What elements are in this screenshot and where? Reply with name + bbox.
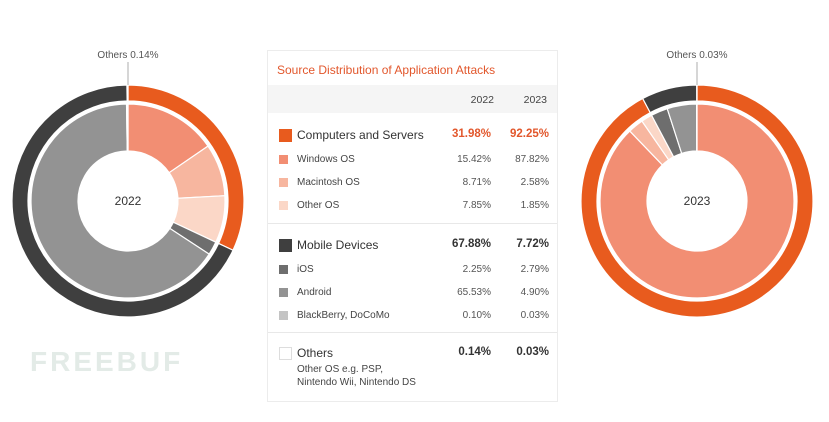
value-2023: 0.03% [520, 310, 549, 321]
table-row: BlackBerry, DoCoMo 0.10% 0.03% [268, 307, 557, 325]
column-header-2022: 2022 [470, 94, 494, 106]
watermark-text: FREEBUF [30, 346, 184, 377]
table-row: Macintosh OS 8.71% 2.58% [268, 174, 557, 192]
donut-hole [79, 152, 177, 250]
row-label: iOS [297, 264, 314, 275]
table-row: Android 65.53% 4.90% [268, 284, 557, 302]
value-2023: 2.79% [520, 264, 549, 275]
value-2022: 31.98% [451, 128, 491, 140]
value-2022: 67.88% [451, 238, 491, 250]
group-separator [268, 223, 557, 224]
donut-hole [648, 152, 746, 250]
column-header-2023: 2023 [523, 94, 547, 106]
table-row: iOS 2.25% 2.79% [268, 261, 557, 279]
value-2022: 2.25% [462, 264, 491, 275]
others-annotation: Others 0.14% [97, 50, 158, 61]
value-2022: 0.14% [458, 346, 491, 358]
row-label: Others [297, 346, 334, 360]
legend-swatch [279, 239, 292, 252]
legend-swatch [279, 155, 288, 164]
slice-inner-others [126, 103, 129, 152]
value-2023: 87.82% [515, 154, 549, 165]
group-separator [268, 332, 557, 333]
table-row: Others 0.14% 0.03% [268, 345, 557, 363]
value-2022: 0.10% [462, 310, 491, 321]
legend-swatch [279, 201, 288, 210]
row-label: Windows OS [297, 154, 355, 165]
value-2022: 15.42% [457, 154, 491, 165]
legend-swatch [279, 288, 288, 297]
others-note-line: Other OS e.g. PSP, [297, 364, 383, 375]
slice-inner-windows-os [599, 103, 795, 299]
table-row: Other OS 7.85% 1.85% [268, 197, 557, 215]
value-2023: 0.03% [516, 346, 549, 358]
value-2022: 7.85% [462, 200, 491, 211]
value-2023: 7.72% [516, 238, 549, 250]
value-2022: 8.71% [462, 177, 491, 188]
slice-outer-computers-and-servers [580, 84, 814, 318]
row-label: BlackBerry, DoCoMo [297, 310, 390, 321]
table-row: Mobile Devices 67.88% 7.72% [268, 237, 557, 255]
legend-swatch [279, 311, 288, 320]
row-label: Mobile Devices [297, 238, 379, 252]
legend-swatch [279, 265, 288, 274]
slice-inner-android [30, 103, 210, 299]
others-note-line: Nintendo Wii, Nintendo DS [297, 377, 416, 388]
value-2022: 65.53% [457, 287, 491, 298]
table-row: Windows OS 15.42% 87.82% [268, 151, 557, 169]
legend-swatch [279, 178, 288, 187]
donut-chart-2023: 2023 Others 0.03% [580, 50, 814, 318]
attack-source-table: Source Distribution of Application Attac… [267, 50, 558, 402]
donut-center-label: 2023 [684, 194, 711, 208]
donut-chart-2022: 2022 Others 0.14% [11, 50, 245, 318]
table-header-band [268, 85, 557, 113]
value-2023: 2.58% [520, 177, 549, 188]
donut-center-label: 2022 [115, 194, 142, 208]
slice-outer-others [126, 84, 129, 102]
others-annotation: Others 0.03% [666, 50, 727, 61]
value-2023: 1.85% [520, 200, 549, 211]
row-label: Macintosh OS [297, 177, 360, 188]
table-row: Computers and Servers 31.98% 92.25% [268, 127, 557, 145]
legend-swatch [279, 347, 292, 360]
row-label: Computers and Servers [297, 128, 424, 142]
table-title: Source Distribution of Application Attac… [277, 63, 496, 77]
value-2023: 92.25% [509, 128, 549, 140]
value-2023: 4.90% [520, 287, 549, 298]
legend-swatch [279, 129, 292, 142]
row-label: Android [297, 287, 332, 298]
row-label: Other OS [297, 200, 340, 211]
